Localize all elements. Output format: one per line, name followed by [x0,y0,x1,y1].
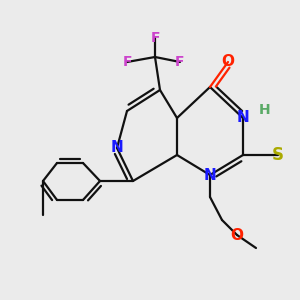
Text: F: F [150,31,160,45]
Text: O: O [230,227,244,242]
Text: F: F [175,55,185,69]
Text: F: F [122,55,132,69]
Text: N: N [111,140,123,155]
Text: H: H [259,103,271,117]
Text: O: O [221,55,235,70]
Text: S: S [272,146,284,164]
Text: N: N [204,167,216,182]
Text: N: N [237,110,249,125]
